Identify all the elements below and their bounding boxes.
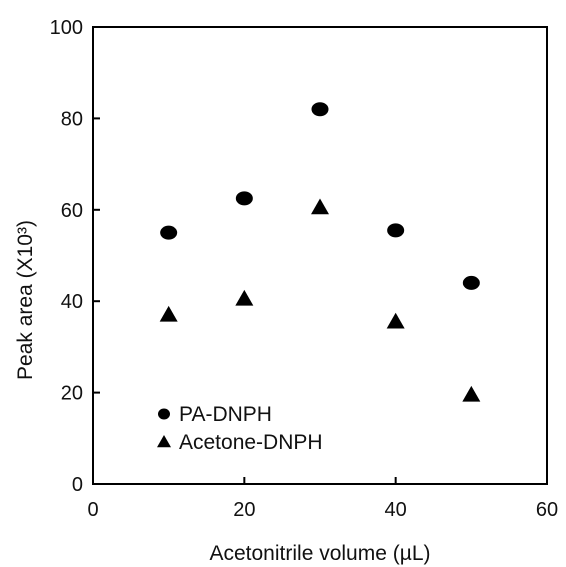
x-tick-label: 20: [233, 499, 255, 521]
y-tick-label: 40: [61, 291, 83, 313]
x-axis-ticks: 0 20 40 60: [87, 477, 558, 521]
pa-dnph-point: [462, 275, 480, 290]
legend: PA-DNPH Acetone-DNPH: [157, 403, 323, 454]
pa-dnph-point: [387, 223, 405, 238]
x-tick-label: 60: [536, 499, 558, 521]
acetone-dnph-point: [462, 385, 481, 402]
acetone-dnph-point: [159, 305, 178, 322]
acetone-dnph-point: [235, 289, 254, 306]
y-tick-label: 80: [61, 108, 83, 130]
legend-marker-triangle: [157, 435, 171, 448]
pa-dnph-point: [311, 102, 329, 117]
plot-area-frame: [92, 26, 548, 485]
y-tick-label: 60: [61, 200, 83, 222]
y-tick-label: 20: [61, 383, 83, 405]
y-tick-label: 0: [72, 474, 83, 496]
acetone-dnph-point: [386, 312, 405, 329]
x-axis-label: Acetonitrile volume (µL): [209, 542, 430, 565]
x-tick-label: 0: [87, 499, 98, 521]
pa-dnph-point: [235, 191, 253, 206]
acetone-dnph-point: [311, 198, 329, 215]
legend-label: PA-DNPH: [179, 403, 272, 426]
y-axis-ticks: 0 20 40 60 80 100: [50, 17, 100, 496]
x-tick-label: 40: [385, 499, 407, 521]
legend-label: Acetone-DNPH: [179, 431, 323, 454]
pa-dnph-point: [160, 225, 178, 240]
data-marks: [159, 102, 481, 402]
y-tick-label: 100: [50, 17, 83, 39]
legend-marker-circle: [158, 408, 170, 420]
y-axis-label: Peak area (X10³): [14, 220, 37, 380]
